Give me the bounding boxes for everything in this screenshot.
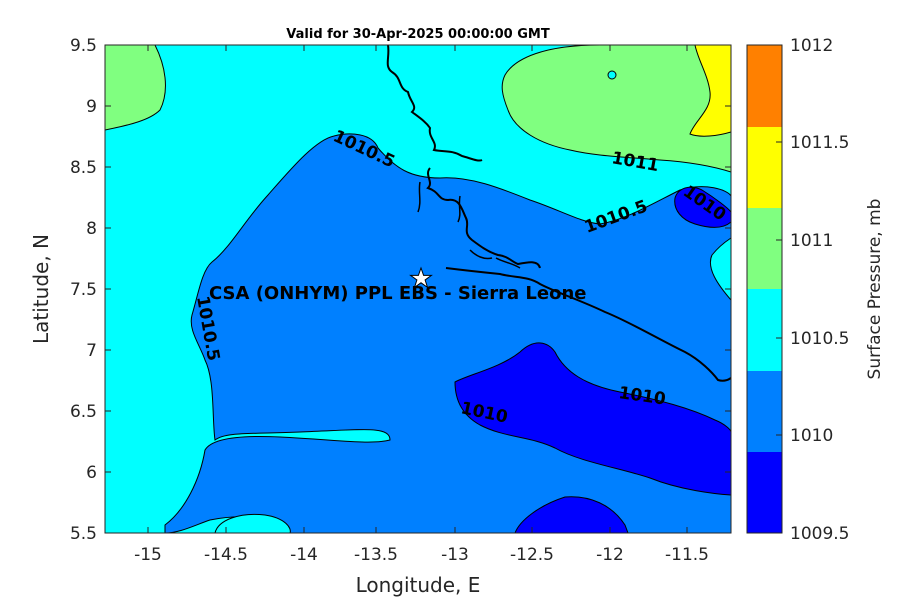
- map-plot-area: [105, 45, 731, 533]
- x-axis-label: Longitude, E: [356, 573, 481, 597]
- colorbar-swatch: [747, 127, 782, 208]
- pressure-band-1011_5-northeast: [689, 45, 731, 137]
- x-tick-label: -13.5: [354, 545, 398, 565]
- colorbar: 1012 1011.5 1011 1010.5 1010 1009.5 Surf…: [746, 36, 885, 544]
- y-tick-label: 6.5: [70, 402, 97, 422]
- chart-title: Valid for 30-Apr-2025 00:00:00 GMT: [286, 27, 550, 42]
- colorbar-swatch: [747, 208, 782, 289]
- pressure-band-1010_5-southwest: [214, 513, 291, 533]
- colorbar-tick-label: 1011.5: [790, 133, 849, 153]
- colorbar-tick-label: 1010.5: [790, 329, 849, 349]
- y-tick-label: 7.5: [70, 280, 97, 300]
- colorbar-tick-label: 1011: [790, 231, 833, 251]
- x-tick-label: -12.5: [510, 545, 554, 565]
- x-tick-label: -11.5: [665, 545, 709, 565]
- colorbar-swatch: [747, 289, 782, 371]
- y-tick-label: 9.5: [70, 36, 97, 56]
- y-axis-label: Latitude, N: [29, 234, 53, 344]
- y-tick-label: 8.5: [70, 158, 97, 178]
- x-axis: -15 -14.5 -14 -13.5 -13 -12.5 -12 -11.5 …: [134, 45, 709, 597]
- y-tick-label: 8: [86, 219, 97, 239]
- x-tick-label: -13: [441, 545, 469, 565]
- colorbar-label: Surface Pressure, mb: [865, 199, 885, 380]
- y-tick-label: 5.5: [70, 524, 97, 544]
- station-label: CSA (ONHYM) PPL EBS - Sierra Leone: [209, 283, 586, 304]
- pressure-band-1011-northeast: [501, 45, 731, 173]
- y-tick-label: 9: [86, 97, 97, 117]
- y-axis: 9.5 9 8.5 8 7.5 7 6.5 6 5.5 Latitude, N: [29, 36, 731, 544]
- colorbar-swatch: [747, 452, 782, 533]
- colorbar-tick-label: 1010: [790, 426, 833, 446]
- x-tick-label: -15: [134, 545, 162, 565]
- x-tick-label: -14: [290, 545, 318, 565]
- pressure-band-1011-northwest: [105, 45, 166, 131]
- pressure-minor-contour: [607, 70, 617, 80]
- x-tick-label: -14.5: [204, 545, 248, 565]
- x-tick-label: -12: [596, 545, 624, 565]
- pressure-band-1009_5-northeast: [674, 186, 731, 228]
- pressure-band-1009_5-southmost: [514, 496, 629, 533]
- y-tick-label: 7: [86, 341, 97, 361]
- border-river-1: [417, 181, 521, 269]
- pressure-band-1009_5-south: [454, 342, 731, 496]
- station-star-icon: [409, 266, 433, 289]
- colorbar-frame: [746, 44, 783, 534]
- colorbar-swatch: [747, 371, 782, 452]
- pressure-band-1010_5-east: [710, 237, 731, 301]
- colorbar-swatch: [747, 45, 782, 127]
- y-tick-label: 6: [86, 463, 97, 483]
- colorbar-tick-label: 1009.5: [790, 524, 849, 544]
- colorbar-tick-label: 1012: [790, 36, 833, 56]
- coastline: [386, 45, 731, 382]
